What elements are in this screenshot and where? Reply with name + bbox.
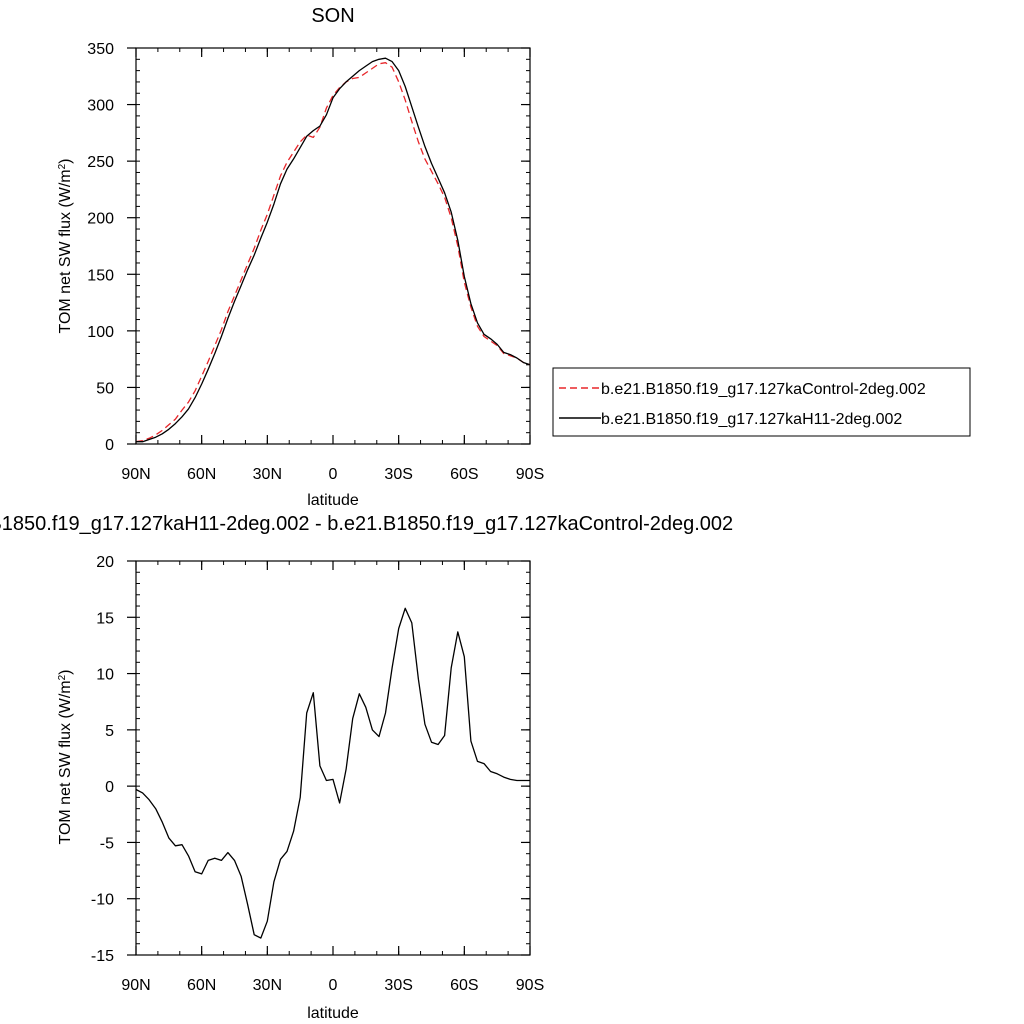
x-axis-label: latitude xyxy=(307,492,359,509)
y-tick-label: 100 xyxy=(87,324,114,341)
y-tick-label: -15 xyxy=(91,948,114,965)
x-tick-label: 30N xyxy=(253,977,282,994)
x-tick-label: 0 xyxy=(329,466,338,483)
y-tick-label: -10 xyxy=(91,892,114,909)
y-tick-label: 0 xyxy=(105,779,114,796)
legend: b.e21.B1850.f19_g17.127kaControl-2deg.00… xyxy=(552,367,971,437)
y-tick-label: 200 xyxy=(87,211,114,228)
x-tick-label: 90N xyxy=(121,977,150,994)
legend-label-control: b.e21.B1850.f19_g17.127kaControl-2deg.00… xyxy=(601,381,926,398)
y-axis-label: TOM net SW flux (W/m2) xyxy=(57,669,75,844)
legend-label-h11: b.e21.B1850.f19_g17.127kaH11-2deg.002 xyxy=(601,411,902,428)
x-tick-label: 90N xyxy=(121,466,150,483)
y-tick-label: 15 xyxy=(96,610,114,627)
y-tick-label: 350 xyxy=(87,41,114,58)
y-tick-label: 20 xyxy=(96,554,114,571)
y-tick-label: 0 xyxy=(105,437,114,454)
top-chart: SON latitude TOM net SW flux (W/m2) b.e2… xyxy=(57,5,971,509)
y-tick-label: 5 xyxy=(105,723,114,740)
y-tick-label: 150 xyxy=(87,267,114,284)
y-tick-label: -5 xyxy=(100,835,114,852)
y-tick-label: 50 xyxy=(96,380,114,397)
plot-frame xyxy=(135,560,531,956)
x-axis-label: latitude xyxy=(307,1005,359,1022)
chart-title: SON xyxy=(311,5,354,27)
x-tick-label: 60S xyxy=(450,977,478,994)
x-tick-label: 60N xyxy=(187,466,216,483)
y-tick-label: 250 xyxy=(87,154,114,171)
bottom-chart: b.e21.B1850.f19_g17.127kaH11-2deg.002 - … xyxy=(0,513,733,1022)
x-tick-label: 30N xyxy=(253,466,282,483)
legend-box xyxy=(552,367,971,437)
x-tick-label: 90S xyxy=(516,466,544,483)
x-tick-label: 60S xyxy=(450,466,478,483)
x-tick-label: 30S xyxy=(384,466,412,483)
x-tick-label: 60N xyxy=(187,977,216,994)
x-tick-label: 90S xyxy=(516,977,544,994)
chart-title: b.e21.B1850.f19_g17.127kaH11-2deg.002 - … xyxy=(0,513,733,535)
x-tick-label: 30S xyxy=(384,977,412,994)
y-tick-label: 300 xyxy=(87,98,114,115)
y-axis-label: TOM net SW flux (W/m2) xyxy=(57,158,75,333)
series-line-1 xyxy=(135,607,530,939)
x-tick-label: 0 xyxy=(329,977,338,994)
y-tick-label: 10 xyxy=(96,667,114,684)
plot-frame xyxy=(135,47,531,445)
series-line-1 xyxy=(135,62,531,443)
series-line-2 xyxy=(136,57,531,443)
